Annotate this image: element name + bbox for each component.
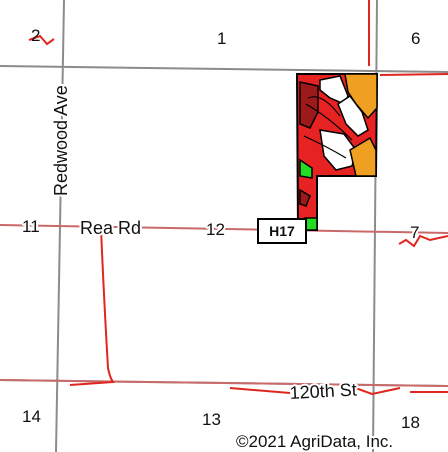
soil-orange-ne[interactable] <box>344 73 378 120</box>
soil-map[interactable] <box>295 73 379 231</box>
field-marker-box <box>257 218 307 244</box>
section-label-18: 18 <box>401 413 420 432</box>
road-label-120th-st: 120th St <box>289 380 357 403</box>
rea-rd-line <box>0 224 448 234</box>
road-label-redwood-ave: Redwood Ave <box>51 85 71 196</box>
soil-green-n[interactable] <box>299 158 313 179</box>
boundary-e <box>379 73 448 76</box>
boundary-s-west <box>229 387 291 394</box>
soil-darkred-w[interactable] <box>299 81 319 129</box>
section-line-north <box>0 65 448 73</box>
section-labels: 2 1 6 11 12 7 14 13 18 <box>20 26 421 432</box>
copyright-notice: ©2021 AgriData, Inc. <box>236 432 393 451</box>
soil-orange-se[interactable] <box>349 136 377 177</box>
section-label-11: 11 <box>22 217 40 236</box>
road-lines <box>0 224 448 387</box>
red-boundaries <box>28 0 448 396</box>
field-marker-label: H17 <box>269 223 295 239</box>
boundary-w <box>69 228 115 386</box>
section-label-6: 6 <box>411 29 420 48</box>
soil-white-mid[interactable] <box>337 94 369 137</box>
field-marker[interactable]: H17 <box>257 218 307 244</box>
road-label-rea-rd: Rea Rd <box>80 218 141 238</box>
soil-contours <box>303 96 353 159</box>
boundary-nw <box>28 34 55 46</box>
section-label-14: 14 <box>22 407 41 426</box>
soil-darkred-s[interactable] <box>299 188 311 207</box>
120th-st-line <box>0 379 448 387</box>
section-label-1: 1 <box>217 29 226 48</box>
boundary-s-east <box>349 385 401 396</box>
section-label-12: 12 <box>206 220 225 239</box>
section-label-7: 7 <box>410 223 419 242</box>
section-label-13: 13 <box>202 410 221 429</box>
soil-white-s[interactable] <box>319 129 357 171</box>
section-label-2: 2 <box>31 26 40 45</box>
boundary-se <box>398 234 448 248</box>
